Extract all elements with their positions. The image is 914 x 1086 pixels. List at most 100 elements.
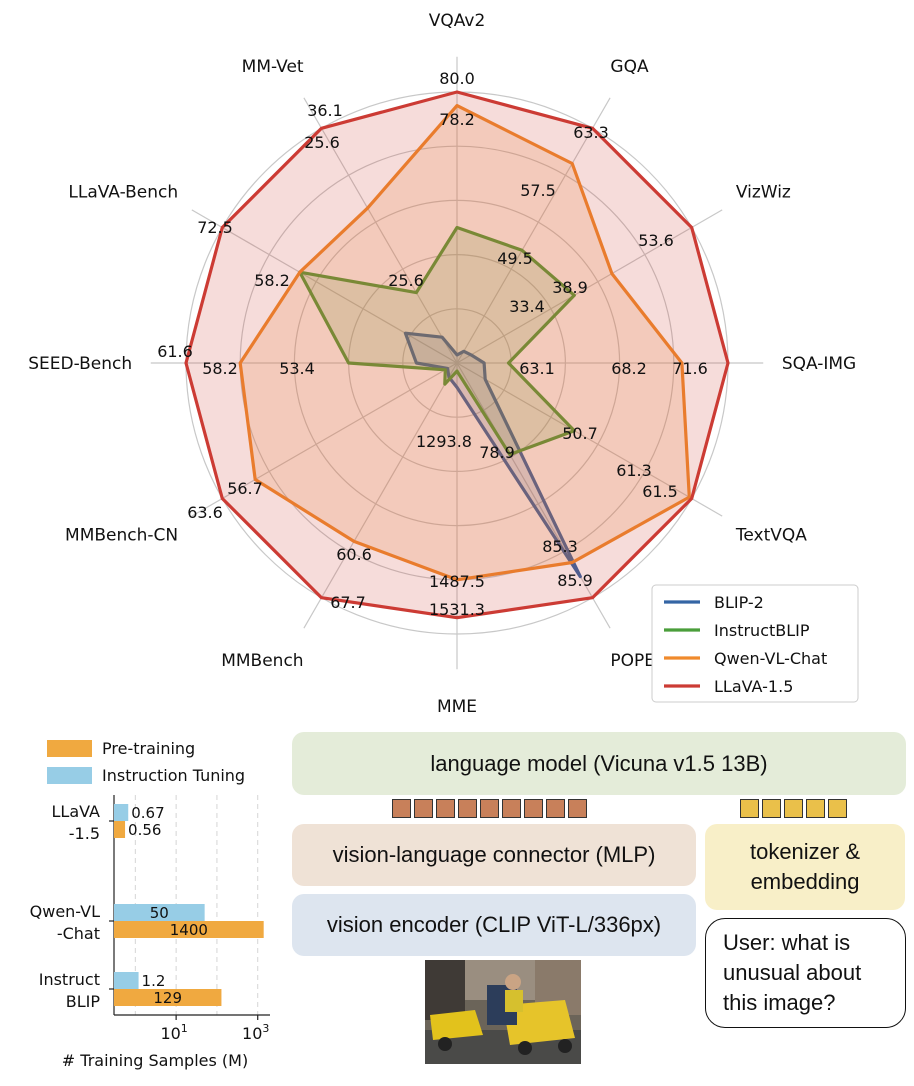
radar-axis-label: SEED-Bench — [28, 354, 132, 374]
radar-spoke — [456, 97, 611, 364]
category-label: Instruct — [39, 970, 100, 989]
radar-value-label: 58.2 — [202, 359, 238, 378]
tokenizer-box: tokenizer & embedding — [705, 824, 905, 910]
x-axis-title: # Training Samples (M) — [62, 1051, 248, 1070]
radar-value-label: 61.6 — [157, 342, 193, 361]
bar-value-label: 0.56 — [128, 821, 161, 839]
language-model-box: language model (Vicuna v1.5 13B) — [292, 732, 906, 795]
category-label: -Chat — [57, 924, 100, 943]
radar-spoke — [456, 209, 723, 364]
radar-inner-value-label: 1293.8 — [416, 432, 472, 451]
radar-spoke — [456, 362, 723, 517]
legend-swatch — [47, 767, 92, 784]
radar-axis-label: MMBench — [221, 651, 303, 671]
connector-box: vision-language connector (MLP) — [292, 824, 696, 886]
language-model-label: language model (Vicuna v1.5 13B) — [430, 750, 768, 776]
text-token — [762, 799, 781, 818]
radar-value-label: 36.1 — [307, 101, 343, 120]
text-token — [784, 799, 803, 818]
radar-axis-label: VQAv2 — [429, 11, 486, 31]
radar-value-label: 85.3 — [542, 537, 578, 556]
radar-value-label: 61.3 — [616, 461, 652, 480]
category-label: BLIP — [66, 992, 101, 1011]
prompt-line: unusual about — [723, 960, 862, 985]
radar-value-label: 80.0 — [439, 69, 475, 88]
category-label: LLaVA — [52, 802, 101, 821]
tokenizer-label-line1: tokenizer & — [749, 839, 861, 864]
radar-value-label: 56.7 — [227, 479, 263, 498]
radar-inner-value-label: 63.1 — [519, 359, 555, 378]
legend-label: LLaVA-1.5 — [714, 677, 793, 696]
x-tick-label: 103 — [242, 1022, 269, 1043]
radar-spoke — [303, 97, 458, 364]
legend-label: Qwen-VL-Chat — [714, 649, 827, 668]
radar-series-blip-2 — [403, 331, 582, 579]
bar-value-label: 1400 — [170, 921, 208, 939]
radar-value-label: 1531.3 — [429, 600, 485, 619]
bar-instruction-tuning — [114, 972, 139, 989]
radar-series-llava-1-5 — [184, 90, 730, 620]
radar-value-label: 57.5 — [520, 181, 556, 200]
visual-token — [458, 799, 477, 818]
bar-pre-training — [114, 989, 222, 1006]
visual-token — [480, 799, 499, 818]
radar-value-label: 53.6 — [638, 231, 674, 250]
radar-value-label: 60.6 — [336, 545, 372, 564]
radar-axis-label: TextVQA — [735, 525, 807, 545]
bar-instruction-tuning — [114, 804, 129, 821]
radar-value-label: 63.3 — [573, 123, 609, 142]
text-token — [740, 799, 759, 818]
radar-value-label: 72.5 — [197, 218, 233, 237]
radar-value-label: 63.6 — [187, 503, 223, 522]
visual-tokens — [392, 799, 587, 818]
visual-token — [546, 799, 565, 818]
radar-value-label: 38.9 — [552, 278, 588, 297]
radar-value-label: 68.2 — [611, 359, 647, 378]
radar-value-label: 61.5 — [642, 482, 678, 501]
x-tick-label: 101 — [160, 1022, 187, 1043]
category-label: -1.5 — [69, 824, 100, 843]
radar-axis-label: MME — [437, 697, 477, 717]
radar-value-label: 78.2 — [439, 110, 475, 129]
legend-label: InstructBLIP — [714, 621, 810, 640]
visual-token — [502, 799, 521, 818]
radar-inner-value-label: 78.9 — [479, 443, 515, 462]
radar-value-label: 25.6 — [304, 133, 340, 152]
user-prompt-box: User: what is unusual about this image? — [705, 918, 906, 1028]
vision-encoder-label: vision encoder (CLIP ViT-L/336px) — [326, 912, 662, 937]
radar-series-qwen-vl-chat — [238, 103, 691, 582]
text-tokens — [740, 799, 847, 818]
radar-axis-label: GQA — [610, 57, 649, 77]
radar-axis-label: POPE — [610, 651, 655, 671]
radar-spoke — [191, 362, 458, 517]
bar-value-label: 50 — [150, 904, 169, 922]
radar-axis-label: MM-Vet — [242, 57, 304, 77]
connector-label: vision-language connector (MLP) — [332, 842, 656, 867]
legend-label: BLIP-2 — [714, 593, 764, 612]
bar-pre-training — [114, 921, 264, 938]
prompt-line: User: what is — [723, 930, 851, 955]
bar-value-label: 129 — [153, 989, 182, 1007]
radar-inner-value-label: 53.4 — [279, 359, 315, 378]
tokenizer-label-line2: embedding — [750, 869, 860, 894]
radar-inner-value-label: 25.6 — [388, 271, 424, 290]
legend-label: Instruction Tuning — [102, 766, 245, 785]
radar-spoke — [456, 362, 611, 629]
radar-value-label: 85.9 — [557, 571, 593, 590]
visual-token — [436, 799, 455, 818]
radar-inner-value-label: 33.4 — [509, 297, 545, 316]
text-token — [828, 799, 847, 818]
radar-value-label: 71.6 — [672, 359, 708, 378]
prompt-line: this image? — [723, 990, 836, 1015]
vision-encoder-box: vision encoder (CLIP ViT-L/336px) — [292, 894, 696, 956]
radar-axis-label: VizWiz — [736, 183, 791, 203]
category-label: Qwen-VL — [30, 902, 100, 921]
legend-label: Pre-training — [102, 739, 195, 758]
radar-value-label: 67.7 — [330, 593, 366, 612]
radar-value-label: 58.2 — [254, 271, 290, 290]
radar-value-label: 1487.5 — [429, 572, 485, 591]
bar-value-label: 1.2 — [142, 972, 166, 990]
radar-inner-value-label: 50.7 — [562, 424, 598, 443]
visual-token — [524, 799, 543, 818]
